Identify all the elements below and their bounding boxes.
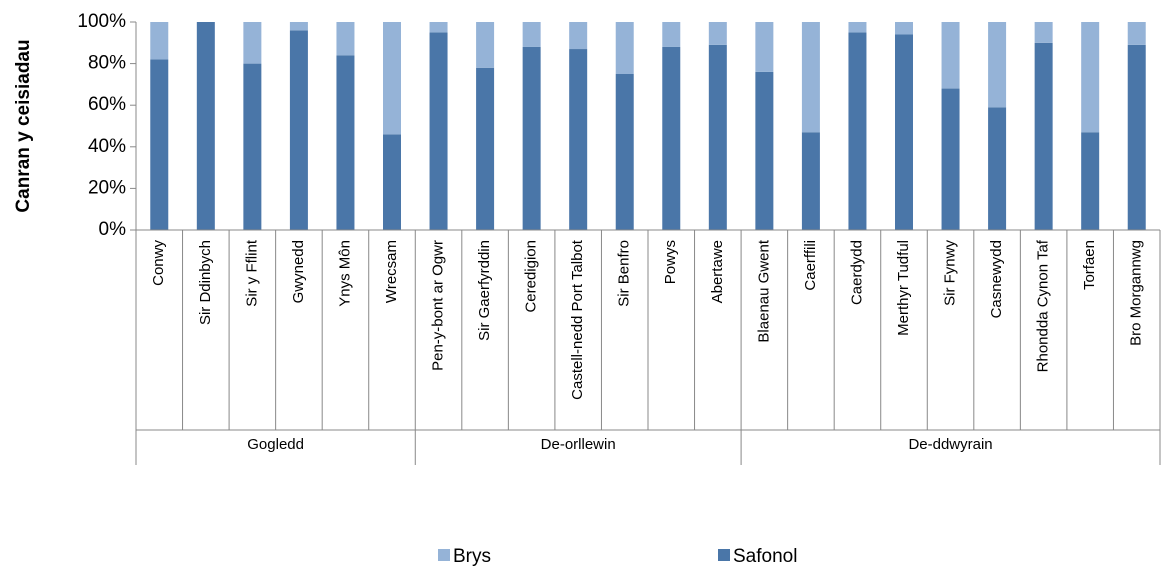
y-tick-label: 0% xyxy=(99,219,127,240)
y-axis-title: Canran y ceisiadau xyxy=(13,39,34,212)
x-tick-label: Wrecsam xyxy=(383,240,400,303)
x-tick-label: Castell-nedd Port Talbot xyxy=(569,239,586,400)
bar-segment xyxy=(615,74,634,230)
x-tick-label: Conwy xyxy=(150,240,167,286)
bar-segment xyxy=(988,107,1007,230)
bar-segment xyxy=(569,49,588,230)
bar-segment xyxy=(289,30,308,230)
bar-segment xyxy=(1127,44,1146,230)
bar-segment xyxy=(196,22,215,230)
bar-segment xyxy=(708,22,727,45)
bar-segment xyxy=(988,22,1007,108)
x-tick-label: Ceredigion xyxy=(523,240,540,313)
bar-segment xyxy=(662,22,681,47)
legend-label: Brys xyxy=(453,546,491,567)
bar-segment xyxy=(801,132,820,230)
x-tick-label: Bro Morgannwg xyxy=(1128,240,1145,346)
bar-segment xyxy=(429,32,448,231)
bar-segment xyxy=(289,22,308,31)
y-tick-label: 60% xyxy=(88,94,126,115)
bar-segment xyxy=(1034,42,1053,230)
y-tick-label: 100% xyxy=(77,11,126,32)
y-tick-label: 40% xyxy=(88,136,126,157)
bar-segment xyxy=(1127,22,1146,45)
x-tick-label: Sir Gaerfyrddin xyxy=(476,240,493,341)
bar-segment xyxy=(1081,132,1100,230)
bar-segment xyxy=(1034,22,1053,43)
x-tick-label: Caerffili xyxy=(802,240,819,291)
bar-segment xyxy=(476,67,495,230)
x-tick-label: Casnewydd xyxy=(988,240,1005,318)
group-label: Gogledd xyxy=(247,436,304,453)
bar-segment xyxy=(1081,22,1100,133)
bar-segment xyxy=(522,46,541,231)
bar-segment xyxy=(755,22,774,72)
bar-segment xyxy=(522,22,541,47)
x-tick-label: Abertawe xyxy=(709,240,726,303)
x-tick-label: Sir Ddinbych xyxy=(197,240,214,325)
bar-segment xyxy=(708,44,727,230)
x-tick-label: Sir Benfro xyxy=(616,240,633,307)
bar-segment xyxy=(941,22,960,89)
y-tick-label: 20% xyxy=(88,177,126,198)
x-tick-label: Sir Fynwy xyxy=(942,240,959,306)
bar-segment xyxy=(243,22,262,64)
bar-segment xyxy=(383,22,401,135)
x-tick-label: Gwynedd xyxy=(290,240,307,303)
x-tick-label: Sir y Fflint xyxy=(243,239,260,307)
bar-segment xyxy=(383,134,401,230)
bar-segment xyxy=(755,71,774,230)
bar-segment xyxy=(941,88,960,230)
y-tick-label: 80% xyxy=(88,53,126,74)
bar-segment xyxy=(662,46,681,231)
group-label: De-ddwyrain xyxy=(908,436,992,453)
bar-segment xyxy=(615,22,634,74)
x-tick-label: Blaenau Gwent xyxy=(755,239,772,342)
bar-segment xyxy=(150,22,169,60)
x-tick-label: Powys xyxy=(662,240,679,284)
bar-segment xyxy=(895,34,913,231)
legend-swatch xyxy=(718,549,730,561)
x-tick-label: Ynys Môn xyxy=(336,240,353,307)
bar-segment xyxy=(150,59,169,230)
x-tick-label: Merthyr Tudful xyxy=(895,240,912,336)
bar-segment xyxy=(895,22,913,35)
legend-label: Safonol xyxy=(733,546,797,567)
x-tick-label: Torfaen xyxy=(1081,240,1098,290)
bar-segment xyxy=(476,22,495,68)
x-tick-label: Rhondda Cynon Taf xyxy=(1035,239,1052,372)
bar-segment xyxy=(848,32,867,231)
group-label: De-orllewin xyxy=(541,436,616,453)
bar-segment xyxy=(336,55,355,230)
bar-segment xyxy=(243,63,262,230)
bar-segment xyxy=(429,22,448,33)
bar-segment xyxy=(848,22,867,33)
bar-segment xyxy=(801,22,820,133)
x-tick-label: Pen-y-bont ar Ogwr xyxy=(430,240,447,371)
bar-segment xyxy=(336,22,355,56)
x-tick-label: Caerdydd xyxy=(848,240,865,305)
bar-segment xyxy=(569,22,588,50)
legend-swatch xyxy=(438,549,450,561)
